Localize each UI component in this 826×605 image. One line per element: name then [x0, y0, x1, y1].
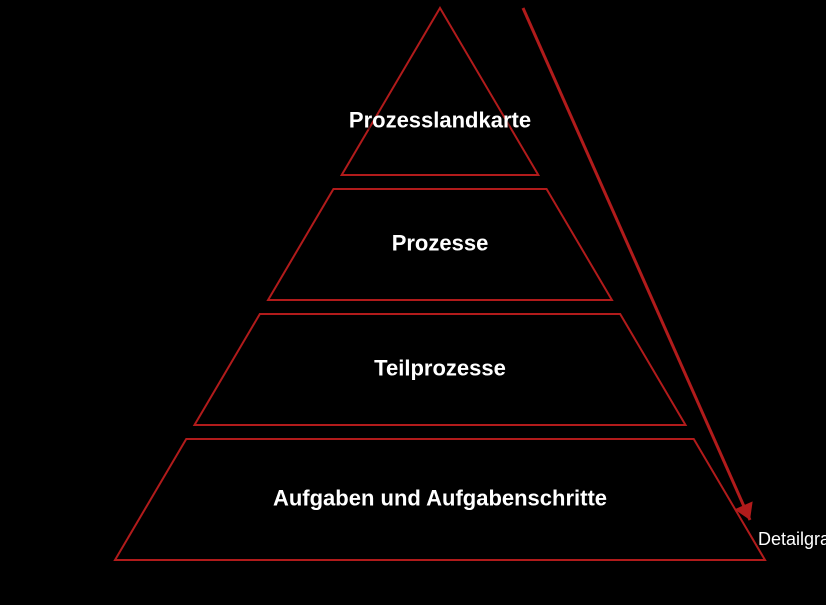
- pyramid-level-label: Teilprozesse: [374, 355, 506, 380]
- detail-arrow-shaft: [523, 8, 750, 520]
- detail-label: Detailgrad ↑: [758, 529, 826, 549]
- pyramid-level-0: [342, 8, 539, 175]
- pyramid-diagram: ProzesslandkarteProzesslandkarteProzesse…: [0, 0, 826, 605]
- pyramid-level-label: Prozesslandkarte: [349, 107, 531, 132]
- pyramid-level-label: Aufgaben und Aufgabenschritte: [273, 485, 607, 510]
- pyramid-level-label: Prozesse: [392, 230, 489, 255]
